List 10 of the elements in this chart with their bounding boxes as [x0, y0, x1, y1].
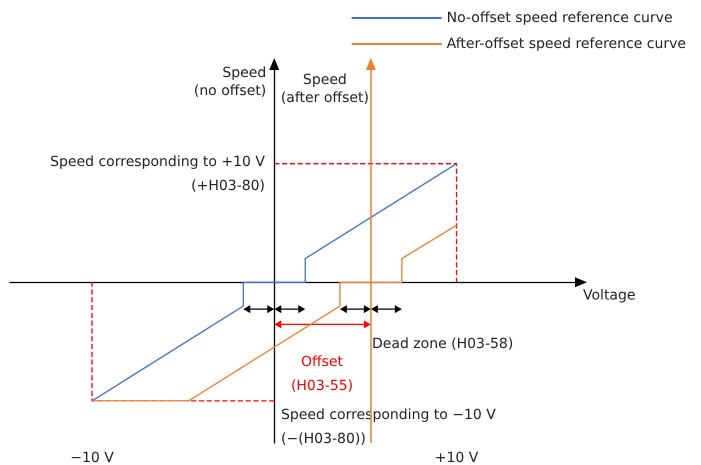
ref-line-label: Speed (after offset): [280, 72, 369, 106]
text: No-offset speed reference curve: [446, 10, 673, 26]
x-tick-label: −10 V: [70, 450, 114, 465]
annotation: Dead zone (H03-58): [372, 336, 514, 352]
text: After-offset speed reference curve: [446, 36, 686, 52]
annotation: Speed corresponding to +10 V (+H03-80): [50, 154, 266, 194]
annotation: Offset (H03-55): [290, 354, 354, 394]
x-axis-title: Voltage: [583, 287, 636, 304]
x-tick-label: +10 V: [434, 450, 479, 465]
y-axis-title: Speed (no offset): [194, 65, 266, 99]
